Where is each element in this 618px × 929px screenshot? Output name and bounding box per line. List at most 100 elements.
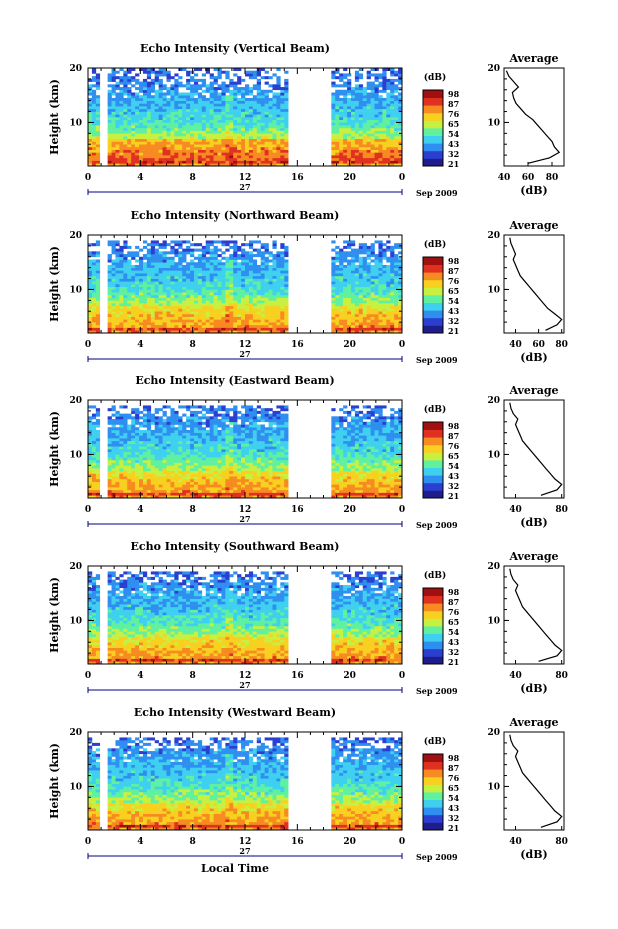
colorbar-segment: [423, 784, 443, 793]
colorbar-segment: [423, 264, 443, 273]
heatmap: [88, 571, 403, 665]
colorbar-label: 32: [448, 481, 459, 491]
colorbar-label: 65: [448, 783, 459, 793]
profile-x-tick-label: 40: [509, 340, 522, 350]
colorbar-segment: [423, 490, 443, 499]
colorbar-segment: [423, 641, 443, 650]
colorbar-frame: [422, 753, 444, 831]
profile-x-label: (dB): [520, 682, 547, 695]
colorbar-label: 21: [448, 491, 459, 501]
colorbar-frame: [422, 256, 444, 334]
colorbar-label: 43: [448, 803, 460, 813]
colorbar-segment: [423, 754, 443, 762]
colorbar-unit: (dB): [424, 736, 446, 747]
x-tick-label: 8: [190, 173, 196, 183]
profile-x-tick-label: 60: [522, 173, 535, 183]
profile-line: [509, 402, 563, 496]
colorbar-label: 21: [448, 823, 459, 833]
colorbar-label: 32: [448, 813, 459, 823]
colorbar-segment: [423, 769, 443, 778]
profile-frame: [503, 67, 565, 167]
x-tick-label: 20: [343, 173, 356, 183]
y-tick-label: 20: [69, 728, 82, 738]
x-tick-label: 12: [239, 173, 252, 183]
x-tick-label: 20: [343, 837, 356, 847]
colorbar-segment: [423, 429, 443, 438]
colorbar-label: 54: [448, 129, 460, 139]
date-label: Sep 2009: [416, 188, 458, 198]
x-tick-label: 12: [239, 505, 252, 515]
y-axis-label: Height (km): [48, 246, 61, 322]
colorbar-segment: [423, 475, 443, 484]
colorbar-segment: [423, 90, 443, 98]
panel-title: Echo Intensity (Northward Beam): [131, 209, 340, 222]
colorbar-segment: [423, 814, 443, 823]
y-axis-label: Height (km): [48, 411, 61, 487]
colorbar-label: 76: [448, 607, 460, 617]
x-tick-label: 4: [137, 671, 143, 681]
colorbar-segment: [423, 105, 443, 114]
colorbar-segment: [423, 588, 443, 596]
colorbar-label: 43: [448, 471, 460, 481]
colorbar-label: 98: [448, 421, 460, 431]
x-tick-label: 8: [190, 837, 196, 847]
colorbar-segment: [423, 618, 443, 627]
colorbar-segment: [423, 656, 443, 665]
x-tick-label: 20: [343, 505, 356, 515]
colorbar-label: 21: [448, 326, 459, 336]
profile-line: [509, 568, 563, 662]
profile-x-label: (dB): [520, 351, 547, 364]
y-axis-label: Height (km): [48, 743, 61, 819]
profile-frame: [503, 399, 565, 499]
profile-x-label: (dB): [520, 848, 547, 861]
profile-x-tick-label: 60: [532, 340, 545, 350]
colorbar-segment: [423, 112, 443, 121]
x-tick-label: 0: [85, 671, 91, 681]
heatmap: [88, 405, 403, 499]
colorbar-segment: [423, 317, 443, 326]
profile-title: Average: [508, 550, 558, 563]
colorbar-unit: (dB): [424, 239, 446, 250]
colorbar-label: 87: [448, 763, 459, 773]
colorbar-segment: [423, 97, 443, 106]
colorbar-label: 65: [448, 617, 459, 627]
y-tick-label: 10: [69, 450, 82, 460]
date-day: 27: [239, 514, 250, 524]
heatmap: [88, 240, 403, 334]
x-tick-label: 16: [291, 671, 304, 681]
colorbar-segment: [423, 128, 443, 136]
colorbar-segment: [423, 150, 443, 159]
profile-title: Average: [508, 384, 558, 397]
colorbar-segment: [423, 295, 443, 303]
colorbar-unit: (dB): [424, 570, 446, 581]
profile-y-tick-label: 10: [487, 450, 500, 460]
x-tick-label: 20: [343, 340, 356, 350]
colorbar-segment: [423, 822, 443, 831]
y-tick-label: 10: [69, 118, 82, 128]
x-tick-label: 16: [291, 340, 304, 350]
panel-title: Echo Intensity (Eastward Beam): [135, 374, 334, 387]
profile-x-tick-label: 80: [555, 837, 568, 847]
colorbar-unit: (dB): [424, 72, 446, 83]
profile-line: [509, 734, 563, 828]
y-tick-label: 20: [69, 64, 82, 74]
colorbar-frame: [422, 89, 444, 167]
date-day: 27: [239, 182, 250, 192]
colorbar-segment: [423, 452, 443, 461]
colorbar-segment: [423, 325, 443, 334]
panel-title: Echo Intensity (Vertical Beam): [140, 42, 330, 55]
colorbar-label: 65: [448, 286, 459, 296]
panel-4: Echo Intensity (Westward Beam) 20 10 Height…: [48, 706, 568, 875]
colorbar-segment: [423, 761, 443, 770]
colorbar-label: 76: [448, 773, 460, 783]
profile-frame: [503, 565, 565, 665]
colorbar-label: 43: [448, 637, 460, 647]
colorbar-label: 87: [448, 266, 459, 276]
profile-x-tick-label: 80: [555, 505, 568, 515]
x-tick-label: 4: [137, 837, 143, 847]
profile-x-tick-label: 40: [509, 505, 522, 515]
colorbar-segment: [423, 799, 443, 808]
profile-y-tick-label: 20: [487, 231, 500, 241]
date-label: Sep 2009: [416, 520, 458, 530]
